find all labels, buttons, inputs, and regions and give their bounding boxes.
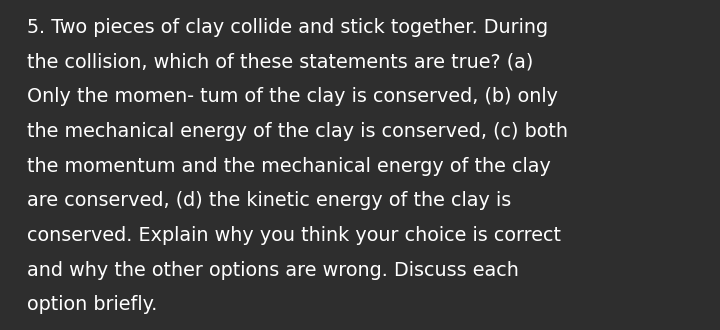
Text: conserved. Explain why you think your choice is correct: conserved. Explain why you think your ch… [27, 226, 562, 245]
Text: Only the momen- tum of the clay is conserved, (b) only: Only the momen- tum of the clay is conse… [27, 87, 559, 107]
Text: and why the other options are wrong. Discuss each: and why the other options are wrong. Dis… [27, 261, 519, 280]
Text: 5. Two pieces of clay collide and stick together. During: 5. Two pieces of clay collide and stick … [27, 18, 549, 37]
Text: the momentum and the mechanical energy of the clay: the momentum and the mechanical energy o… [27, 157, 552, 176]
Text: option briefly.: option briefly. [27, 295, 158, 314]
Text: the collision, which of these statements are true? (a): the collision, which of these statements… [27, 53, 534, 72]
Text: are conserved, (d) the kinetic energy of the clay is: are conserved, (d) the kinetic energy of… [27, 191, 512, 211]
Text: the mechanical energy of the clay is conserved, (c) both: the mechanical energy of the clay is con… [27, 122, 568, 141]
